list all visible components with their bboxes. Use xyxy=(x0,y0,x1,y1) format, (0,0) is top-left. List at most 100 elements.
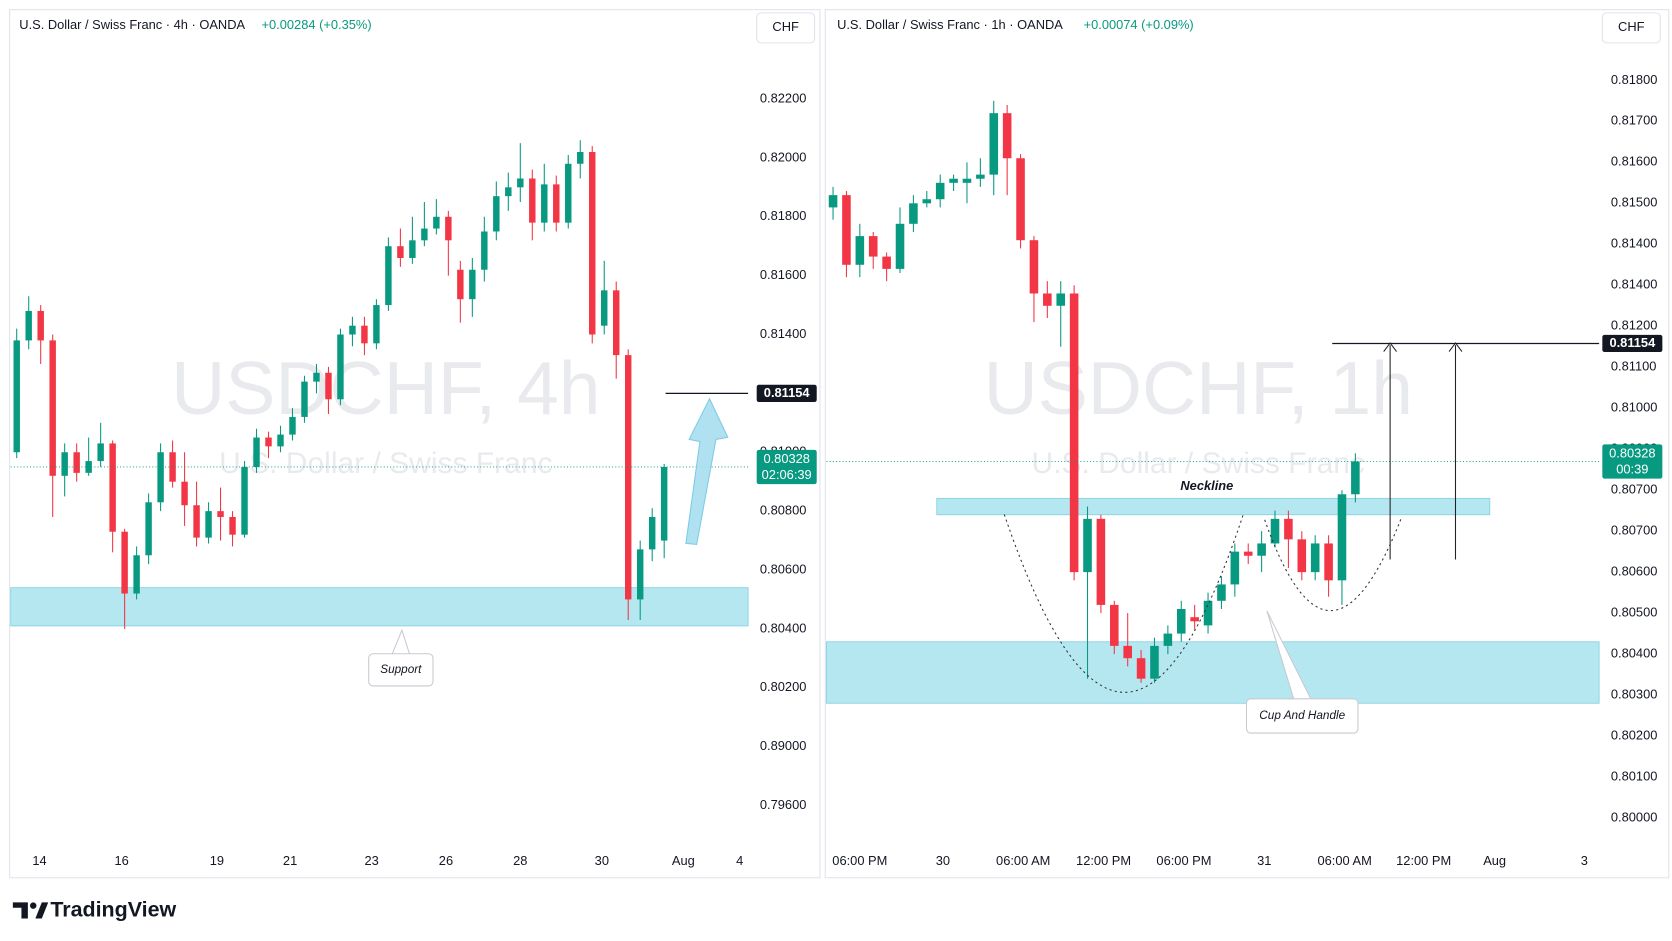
y-tick-label: 0.81600 xyxy=(760,267,806,282)
y-tick-label: 0.80700 xyxy=(1611,523,1657,538)
candle-body xyxy=(157,452,164,503)
zone-label: Support xyxy=(380,663,422,676)
candle-body xyxy=(1056,293,1066,306)
candle-body xyxy=(828,195,838,208)
x-tick-label: 14 xyxy=(32,853,46,868)
candle-body xyxy=(433,216,440,229)
last-price-label: 0.80328 xyxy=(1609,445,1655,460)
y-tick-label: 0.80800 xyxy=(760,503,806,518)
candle-body xyxy=(648,517,656,550)
candle-body xyxy=(1203,600,1213,626)
x-tick-label: Aug xyxy=(1483,853,1506,868)
candle-body xyxy=(97,443,104,462)
x-tick-label: 4 xyxy=(736,853,743,868)
candle-body xyxy=(385,246,392,306)
candle-body xyxy=(493,196,500,232)
candle-body xyxy=(121,531,128,594)
y-tick-label: 0.82200 xyxy=(760,90,806,105)
candle-body xyxy=(73,452,80,473)
candle-body xyxy=(265,437,272,447)
y-tick-label: 0.80200 xyxy=(760,679,806,694)
candle-body xyxy=(193,505,200,538)
countdown: 00:39 xyxy=(1616,461,1648,476)
candle-body xyxy=(1002,113,1012,159)
candle-body xyxy=(277,434,284,447)
y-tick-label: 0.79600 xyxy=(760,797,806,812)
x-tick-label: 3 xyxy=(1581,853,1588,868)
logo-mark xyxy=(35,902,49,919)
candle-body xyxy=(855,236,865,265)
candle-body xyxy=(624,355,632,600)
y-tick-label: 0.80400 xyxy=(760,620,806,635)
candle-body xyxy=(1069,293,1079,573)
candle-body xyxy=(1284,518,1293,540)
x-tick-label: 31 xyxy=(1257,853,1271,868)
candle-body xyxy=(205,511,212,538)
x-tick-label: 06:00 PM xyxy=(1156,853,1211,868)
zone-label: Cup And Handle xyxy=(1259,709,1345,722)
candle-body xyxy=(145,502,152,556)
candle-body xyxy=(541,184,548,223)
candle-body xyxy=(109,443,116,532)
last-price-box xyxy=(756,449,817,485)
candle-body xyxy=(517,178,524,188)
candle-body xyxy=(1016,158,1025,241)
candle-body xyxy=(909,203,918,224)
logo: TradingView xyxy=(12,898,177,922)
candle-body xyxy=(229,517,236,535)
y-tick-label: 0.81600 xyxy=(1611,154,1657,169)
candle-body xyxy=(37,310,44,341)
countdown: 02:06:39 xyxy=(762,467,812,482)
candle-body xyxy=(301,381,308,417)
candle-body xyxy=(133,555,140,594)
y-tick-label: 0.81000 xyxy=(1611,400,1657,415)
x-tick-label: 23 xyxy=(364,853,378,868)
candle-body xyxy=(289,416,296,435)
right-panel xyxy=(824,9,1670,879)
x-tick-label: 28 xyxy=(513,853,527,868)
y-tick-label: 0.81200 xyxy=(1611,318,1657,333)
candle-body xyxy=(565,163,572,223)
candle-body xyxy=(1163,633,1173,646)
x-tick-label: 06:00 AM xyxy=(1317,853,1371,868)
callout-box xyxy=(368,653,434,687)
target-label: 0.81154 xyxy=(1609,335,1656,350)
watermark-subtitle: U.S. Dollar / Swiss Franc xyxy=(219,447,552,480)
candle-body xyxy=(989,113,999,175)
y-tick-label: 0.81400 xyxy=(760,326,806,341)
x-tick-label: 06:00 PM xyxy=(832,853,887,868)
candle-body xyxy=(1136,658,1146,679)
candle-body xyxy=(181,481,188,506)
candle-body xyxy=(976,174,985,179)
logo-mark xyxy=(30,902,37,909)
candle-body xyxy=(1096,518,1106,605)
y-tick-label: 0.80200 xyxy=(1611,727,1657,742)
target-box xyxy=(1602,334,1663,353)
candle-body xyxy=(589,152,596,335)
callout-pointer xyxy=(1266,610,1312,700)
y-tick-label: 0.80500 xyxy=(1611,604,1657,619)
last-price-box xyxy=(1602,444,1663,479)
price-change: +0.00074 (+0.09%) xyxy=(1084,17,1194,32)
candle-body xyxy=(882,256,891,269)
watermark: USDCHF, 4h xyxy=(171,346,600,430)
candle-body xyxy=(481,231,488,270)
currency-box xyxy=(756,12,816,44)
candle-body xyxy=(601,290,608,326)
candle-body xyxy=(325,372,332,400)
currency: CHF xyxy=(1618,19,1645,34)
zone xyxy=(936,497,1491,516)
x-tick-label: 19 xyxy=(210,853,224,868)
candle-body xyxy=(1217,584,1226,601)
candle-body xyxy=(935,182,945,200)
last-price-label: 0.80328 xyxy=(763,451,809,466)
x-tick-label: 26 xyxy=(439,853,453,868)
x-tick-label: Aug xyxy=(672,853,695,868)
candle-body xyxy=(373,305,380,344)
chart-title: U.S. Dollar / Swiss Franc · 4h · OANDA xyxy=(19,17,245,32)
candle-body xyxy=(1351,461,1360,495)
candle-body xyxy=(13,340,20,453)
y-tick-label: 0.80600 xyxy=(760,561,806,576)
currency-box xyxy=(1601,12,1661,44)
candle-body xyxy=(61,452,68,476)
